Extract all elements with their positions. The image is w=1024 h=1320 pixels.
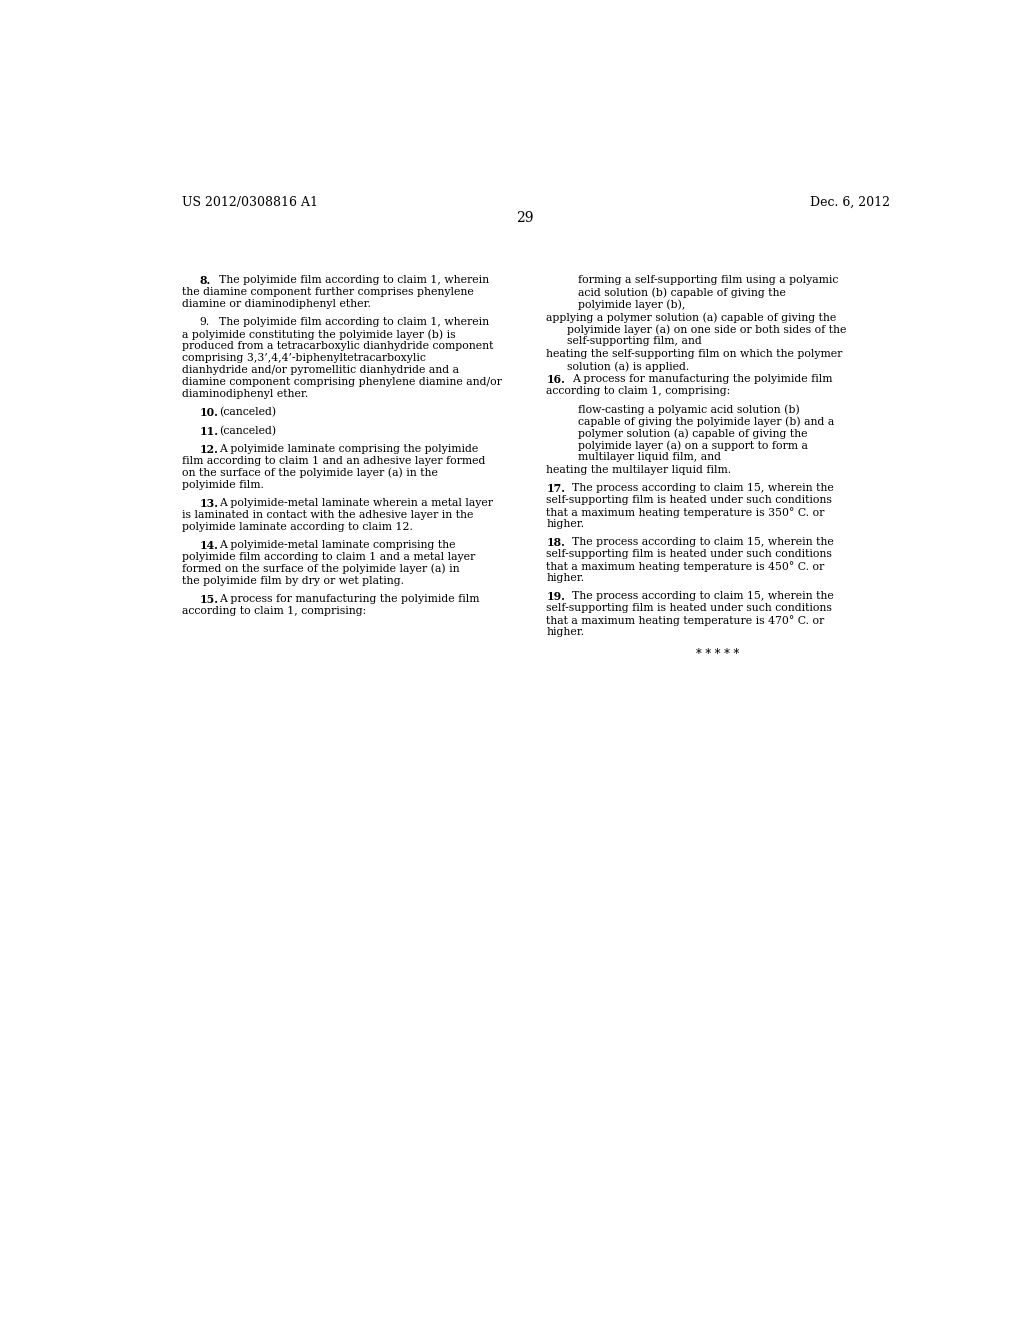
Text: multilayer liquid film, and: multilayer liquid film, and	[578, 451, 721, 462]
Text: polyimide layer (b),: polyimide layer (b),	[578, 300, 685, 310]
Text: according to claim 1, comprising:: according to claim 1, comprising:	[182, 606, 367, 616]
Text: heating the self-supporting film on which the polymer: heating the self-supporting film on whic…	[546, 348, 843, 359]
Text: film according to claim 1 and an adhesive layer formed: film according to claim 1 and an adhesiv…	[182, 455, 485, 466]
Text: 29: 29	[516, 211, 534, 226]
Text: US 2012/0308816 A1: US 2012/0308816 A1	[182, 195, 318, 209]
Text: A polyimide-metal laminate comprising the: A polyimide-metal laminate comprising th…	[219, 540, 456, 549]
Text: 9.: 9.	[200, 317, 210, 327]
Text: the polyimide film by dry or wet plating.: the polyimide film by dry or wet plating…	[182, 576, 403, 586]
Text: The polyimide film according to claim 1, wherein: The polyimide film according to claim 1,…	[219, 317, 489, 327]
Text: higher.: higher.	[546, 573, 585, 583]
Text: 11.: 11.	[200, 425, 218, 437]
Text: self-supporting film, and: self-supporting film, and	[567, 337, 701, 346]
Text: 19.: 19.	[546, 591, 565, 602]
Text: 14.: 14.	[200, 540, 218, 550]
Text: solution (a) is applied.: solution (a) is applied.	[567, 362, 689, 372]
Text: produced from a tetracarboxylic dianhydride component: produced from a tetracarboxylic dianhydr…	[182, 342, 494, 351]
Text: polyimide layer (a) on one side or both sides of the: polyimide layer (a) on one side or both …	[567, 325, 846, 335]
Text: 12.: 12.	[200, 444, 218, 454]
Text: self-supporting film is heated under such conditions: self-supporting film is heated under suc…	[546, 549, 833, 560]
Text: 10.: 10.	[200, 408, 218, 418]
Text: self-supporting film is heated under such conditions: self-supporting film is heated under suc…	[546, 603, 833, 614]
Text: a polyimide constituting the polyimide layer (b) is: a polyimide constituting the polyimide l…	[182, 330, 456, 341]
Text: polymer solution (a) capable of giving the: polymer solution (a) capable of giving t…	[578, 428, 808, 438]
Text: 13.: 13.	[200, 498, 218, 508]
Text: that a maximum heating temperature is 470° C. or: that a maximum heating temperature is 47…	[546, 615, 824, 626]
Text: A polyimide laminate comprising the polyimide: A polyimide laminate comprising the poly…	[219, 444, 478, 454]
Text: capable of giving the polyimide layer (b) and a: capable of giving the polyimide layer (b…	[578, 416, 835, 426]
Text: A process for manufacturing the polyimide film: A process for manufacturing the polyimid…	[219, 594, 480, 603]
Text: polyimide film according to claim 1 and a metal layer: polyimide film according to claim 1 and …	[182, 552, 475, 562]
Text: that a maximum heating temperature is 450° C. or: that a maximum heating temperature is 45…	[546, 561, 824, 572]
Text: the diamine component further comprises phenylene: the diamine component further comprises …	[182, 288, 474, 297]
Text: self-supporting film is heated under such conditions: self-supporting film is heated under suc…	[546, 495, 833, 506]
Text: 8.: 8.	[200, 276, 211, 286]
Text: Dec. 6, 2012: Dec. 6, 2012	[810, 195, 890, 209]
Text: polyimide layer (a) on a support to form a: polyimide layer (a) on a support to form…	[578, 440, 808, 450]
Text: * * * * *: * * * * *	[696, 648, 739, 661]
Text: higher.: higher.	[546, 519, 585, 529]
Text: forming a self-supporting film using a polyamic: forming a self-supporting film using a p…	[578, 276, 839, 285]
Text: is laminated in contact with the adhesive layer in the: is laminated in contact with the adhesiv…	[182, 510, 473, 520]
Text: diaminodiphenyl ether.: diaminodiphenyl ether.	[182, 389, 308, 400]
Text: flow-casting a polyamic acid solution (b): flow-casting a polyamic acid solution (b…	[578, 404, 800, 414]
Text: comprising 3,3’,4,4’-biphenyltetracarboxylic: comprising 3,3’,4,4’-biphenyltetracarbox…	[182, 354, 426, 363]
Text: formed on the surface of the polyimide layer (a) in: formed on the surface of the polyimide l…	[182, 564, 460, 574]
Text: The process according to claim 15, wherein the: The process according to claim 15, where…	[571, 537, 834, 546]
Text: that a maximum heating temperature is 350° C. or: that a maximum heating temperature is 35…	[546, 507, 824, 517]
Text: 17.: 17.	[546, 483, 565, 494]
Text: 16.: 16.	[546, 374, 565, 385]
Text: 15.: 15.	[200, 594, 218, 605]
Text: on the surface of the polyimide layer (a) in the: on the surface of the polyimide layer (a…	[182, 467, 438, 478]
Text: polyimide laminate according to claim 12.: polyimide laminate according to claim 12…	[182, 521, 413, 532]
Text: higher.: higher.	[546, 627, 585, 638]
Text: applying a polymer solution (a) capable of giving the: applying a polymer solution (a) capable …	[546, 313, 837, 323]
Text: polyimide film.: polyimide film.	[182, 479, 264, 490]
Text: The process according to claim 15, wherein the: The process according to claim 15, where…	[571, 591, 834, 601]
Text: The process according to claim 15, wherein the: The process according to claim 15, where…	[571, 483, 834, 494]
Text: A polyimide-metal laminate wherein a metal layer: A polyimide-metal laminate wherein a met…	[219, 498, 494, 508]
Text: The polyimide film according to claim 1, wherein: The polyimide film according to claim 1,…	[219, 276, 489, 285]
Text: acid solution (b) capable of giving the: acid solution (b) capable of giving the	[578, 288, 785, 298]
Text: diamine component comprising phenylene diamine and/or: diamine component comprising phenylene d…	[182, 378, 502, 387]
Text: heating the multilayer liquid film.: heating the multilayer liquid film.	[546, 465, 731, 475]
Text: according to claim 1, comprising:: according to claim 1, comprising:	[546, 385, 730, 396]
Text: 18.: 18.	[546, 537, 565, 548]
Text: A process for manufacturing the polyimide film: A process for manufacturing the polyimid…	[571, 374, 833, 384]
Text: (canceled): (canceled)	[219, 408, 276, 417]
Text: (canceled): (canceled)	[219, 425, 276, 436]
Text: dianhydride and/or pyromellitic dianhydride and a: dianhydride and/or pyromellitic dianhydr…	[182, 366, 459, 375]
Text: diamine or diaminodiphenyl ether.: diamine or diaminodiphenyl ether.	[182, 300, 371, 309]
